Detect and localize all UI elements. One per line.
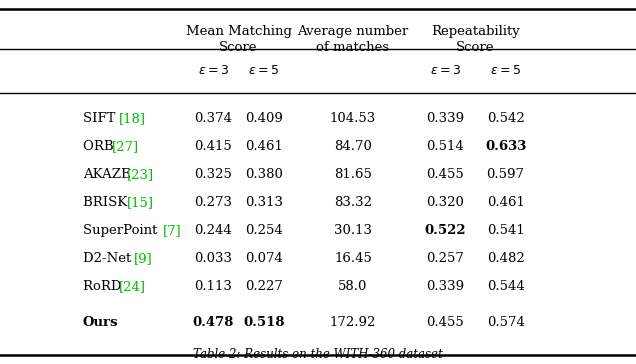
Text: 0.254: 0.254 — [245, 224, 283, 237]
Text: 0.633: 0.633 — [485, 140, 527, 153]
Text: $\epsilon = 3$: $\epsilon = 3$ — [430, 64, 460, 78]
Text: 30.13: 30.13 — [334, 224, 372, 237]
Text: 0.227: 0.227 — [245, 280, 283, 293]
Text: D2-Net: D2-Net — [83, 252, 135, 265]
Text: Repeatability
Score: Repeatability Score — [431, 25, 520, 55]
Text: ORB: ORB — [83, 140, 118, 153]
Text: Mean Matching
Score: Mean Matching Score — [186, 25, 291, 55]
Text: BRISK: BRISK — [83, 196, 131, 209]
Text: $\epsilon = 5$: $\epsilon = 5$ — [249, 64, 279, 78]
Text: [23]: [23] — [127, 168, 154, 181]
Text: [15]: [15] — [127, 196, 153, 209]
Text: $\epsilon = 3$: $\epsilon = 3$ — [198, 64, 228, 78]
Text: 0.374: 0.374 — [194, 112, 232, 125]
Text: 0.313: 0.313 — [245, 196, 283, 209]
Text: 0.244: 0.244 — [194, 224, 232, 237]
Text: 0.542: 0.542 — [487, 112, 525, 125]
Text: 0.074: 0.074 — [245, 252, 283, 265]
Text: 0.380: 0.380 — [245, 168, 283, 181]
Text: 0.113: 0.113 — [194, 280, 232, 293]
Text: [24]: [24] — [120, 280, 146, 293]
Text: 0.415: 0.415 — [194, 140, 232, 153]
Text: 0.033: 0.033 — [194, 252, 232, 265]
Text: 0.409: 0.409 — [245, 112, 283, 125]
Text: AKAZE: AKAZE — [83, 168, 135, 181]
Text: 0.541: 0.541 — [487, 224, 525, 237]
Text: [18]: [18] — [120, 112, 146, 125]
Text: 0.455: 0.455 — [426, 168, 464, 181]
Text: 58.0: 58.0 — [338, 280, 368, 293]
Text: [9]: [9] — [134, 252, 153, 265]
Text: 0.597: 0.597 — [487, 168, 525, 181]
Text: 0.514: 0.514 — [426, 140, 464, 153]
Text: 0.544: 0.544 — [487, 280, 525, 293]
Text: 81.65: 81.65 — [334, 168, 372, 181]
Text: 16.45: 16.45 — [334, 252, 372, 265]
Text: 0.325: 0.325 — [194, 168, 232, 181]
Text: 0.273: 0.273 — [194, 196, 232, 209]
Text: 0.320: 0.320 — [426, 196, 464, 209]
Text: 0.522: 0.522 — [424, 224, 466, 237]
Text: 0.482: 0.482 — [487, 252, 525, 265]
Text: SuperPoint: SuperPoint — [83, 224, 162, 237]
Text: 0.478: 0.478 — [192, 316, 234, 329]
Text: 0.518: 0.518 — [243, 316, 285, 329]
Text: Table 2: Results on the WITH-360 dataset: Table 2: Results on the WITH-360 dataset — [193, 348, 443, 361]
Text: 0.257: 0.257 — [426, 252, 464, 265]
Text: 0.461: 0.461 — [487, 196, 525, 209]
Text: [27]: [27] — [112, 140, 139, 153]
Text: 0.455: 0.455 — [426, 316, 464, 329]
Text: 0.461: 0.461 — [245, 140, 283, 153]
Text: 0.339: 0.339 — [426, 112, 464, 125]
Text: 0.339: 0.339 — [426, 280, 464, 293]
Text: 172.92: 172.92 — [330, 316, 376, 329]
Text: [7]: [7] — [163, 224, 182, 237]
Text: 104.53: 104.53 — [330, 112, 376, 125]
Text: SIFT: SIFT — [83, 112, 120, 125]
Text: $\epsilon = 5$: $\epsilon = 5$ — [490, 64, 521, 78]
Text: Ours: Ours — [83, 316, 118, 329]
Text: 0.574: 0.574 — [487, 316, 525, 329]
Text: 83.32: 83.32 — [334, 196, 372, 209]
Text: 84.70: 84.70 — [334, 140, 372, 153]
Text: RoRD: RoRD — [83, 280, 125, 293]
Text: Average number
of matches: Average number of matches — [298, 25, 408, 55]
